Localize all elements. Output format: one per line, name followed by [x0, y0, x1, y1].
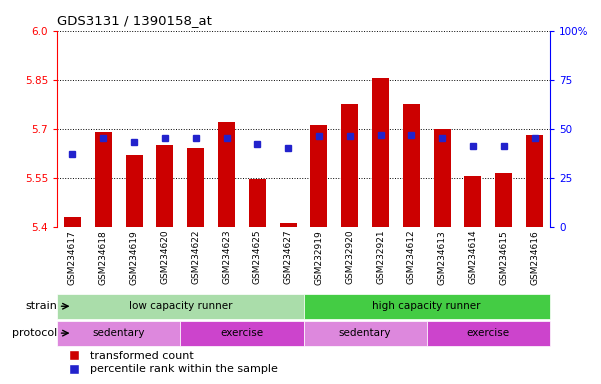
Text: high capacity runner: high capacity runner [373, 301, 481, 311]
Text: GSM234617: GSM234617 [68, 230, 77, 285]
Bar [372, 78, 389, 227]
Text: GSM234616: GSM234616 [530, 230, 539, 285]
Bar [341, 104, 358, 227]
Text: GSM234622: GSM234622 [191, 230, 200, 284]
Bar [249, 179, 266, 227]
Bar [279, 223, 296, 227]
Text: exercise: exercise [221, 328, 263, 338]
Bar [218, 122, 235, 227]
Text: GSM234625: GSM234625 [253, 230, 262, 285]
Text: protocol: protocol [12, 328, 57, 338]
Text: GSM234627: GSM234627 [284, 230, 293, 285]
Text: sedentary: sedentary [93, 328, 145, 338]
Text: GSM232919: GSM232919 [314, 230, 323, 285]
Bar [188, 148, 204, 227]
Text: exercise: exercise [467, 328, 510, 338]
Text: GSM232920: GSM232920 [345, 230, 354, 285]
Bar [304, 294, 550, 319]
Text: GSM232921: GSM232921 [376, 230, 385, 285]
Bar [95, 132, 112, 227]
Text: GSM234619: GSM234619 [130, 230, 139, 285]
Bar [180, 321, 304, 346]
Text: GSM234612: GSM234612 [407, 230, 416, 285]
Legend: transformed count, percentile rank within the sample: transformed count, percentile rank withi… [58, 347, 282, 379]
Bar [126, 155, 142, 227]
Text: strain: strain [25, 301, 57, 311]
Text: GSM234623: GSM234623 [222, 230, 231, 285]
Bar [64, 217, 81, 227]
Text: GSM234615: GSM234615 [499, 230, 508, 285]
Bar [434, 129, 451, 227]
Text: GSM234613: GSM234613 [438, 230, 447, 285]
Text: low capacity runner: low capacity runner [129, 301, 232, 311]
Bar [526, 135, 543, 227]
Bar [311, 126, 328, 227]
Text: GSM234614: GSM234614 [468, 230, 477, 285]
Bar [156, 145, 173, 227]
Bar [304, 321, 427, 346]
Text: sedentary: sedentary [339, 328, 391, 338]
Bar [465, 176, 481, 227]
Bar [403, 104, 419, 227]
Bar [427, 321, 550, 346]
Bar [57, 321, 180, 346]
Text: GSM234618: GSM234618 [99, 230, 108, 285]
Text: GDS3131 / 1390158_at: GDS3131 / 1390158_at [57, 14, 212, 27]
Bar [495, 173, 512, 227]
Bar [57, 294, 304, 319]
Text: GSM234620: GSM234620 [160, 230, 169, 285]
